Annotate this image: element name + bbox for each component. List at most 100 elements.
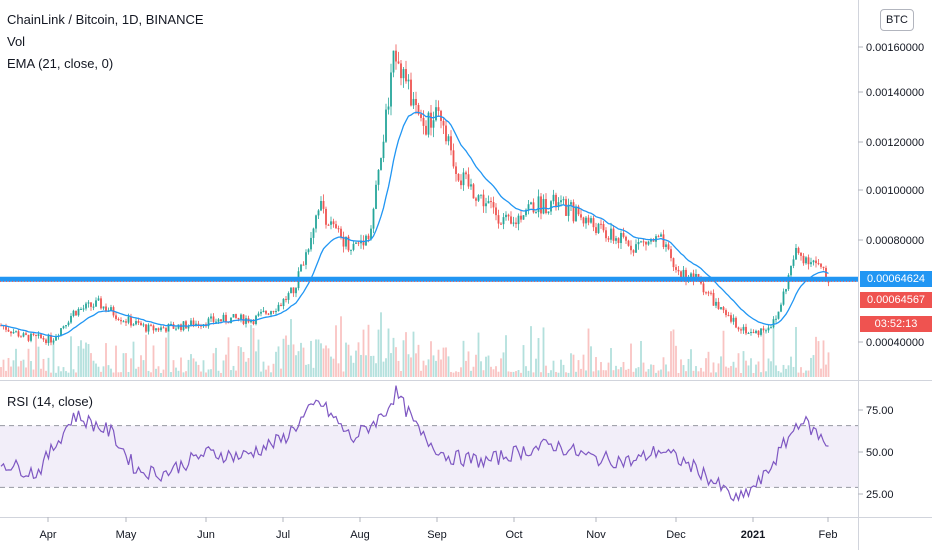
volume-bar <box>255 351 257 377</box>
volume-bar <box>140 355 142 377</box>
candle-body <box>165 328 167 332</box>
volume-bar <box>515 371 517 377</box>
volume-bar <box>15 348 17 377</box>
volume-bar <box>680 359 682 377</box>
legend-rsi[interactable]: RSI (14, close) <box>7 394 93 409</box>
volume-bar <box>252 328 255 377</box>
volume-bar <box>270 372 272 377</box>
candle-body <box>400 63 402 79</box>
volume-bar <box>365 355 367 377</box>
rsi-axis[interactable]: 75.00 50.00 25.00 <box>858 405 894 501</box>
volume-bar <box>542 327 545 377</box>
legend-vol[interactable]: Vol <box>7 34 26 49</box>
legend-symbol[interactable]: ChainLink / Bitcoin, 1D, BINANCE <box>7 12 204 27</box>
candle-body <box>180 324 182 331</box>
volume-bar <box>117 372 120 377</box>
candle-body <box>237 317 240 320</box>
candle-body <box>520 215 522 220</box>
price-axis[interactable]: 0.00160000 0.00140000 0.00120000 0.00100000… <box>858 42 924 349</box>
candle-body <box>527 204 530 210</box>
candle-body <box>370 228 372 239</box>
volume-bar <box>667 371 670 377</box>
legend-ema[interactable]: EMA (21, close, 0) <box>7 56 114 71</box>
volume-bar <box>137 366 140 377</box>
candle-body <box>472 184 475 199</box>
volume-bar <box>770 361 772 377</box>
volume-bar <box>320 343 322 377</box>
volume-bar <box>675 345 677 377</box>
volume-bar <box>822 340 825 377</box>
volume-bar <box>282 338 285 377</box>
volume-bar <box>495 366 497 377</box>
price-pane[interactable] <box>0 0 858 380</box>
rsi-pane[interactable] <box>0 381 858 517</box>
volume-bar <box>760 372 762 377</box>
volume-bar <box>740 372 742 377</box>
volume-bar <box>160 372 162 377</box>
currency-badge[interactable]: BTC <box>880 9 914 31</box>
candle-body <box>487 201 490 204</box>
candle-body <box>340 228 342 237</box>
candle-body <box>310 237 312 250</box>
volume-bar <box>405 332 407 377</box>
volume-bar <box>522 345 525 377</box>
volume-bar <box>125 353 127 377</box>
time-tick-label: Jul <box>276 529 290 541</box>
price-tick-label: 0.00160000 <box>866 42 924 54</box>
time-tick-label: Aug <box>350 529 370 541</box>
volume-bar <box>465 360 467 377</box>
volume-bar <box>395 347 397 377</box>
candle-body <box>512 222 515 224</box>
price-tick-label: 0.00080000 <box>866 235 924 247</box>
candle-body <box>407 79 410 82</box>
candle-body <box>720 307 722 309</box>
candle-body <box>17 331 20 337</box>
candle-body <box>225 314 227 322</box>
candle-body <box>120 319 122 322</box>
candle-body <box>275 311 277 313</box>
volume-bar <box>202 360 205 377</box>
volume-bar <box>617 369 620 377</box>
candle-body <box>30 333 32 341</box>
volume-bar <box>232 365 235 377</box>
volume-bar <box>112 372 115 377</box>
volume-bar <box>825 364 827 377</box>
candle-body <box>402 69 405 79</box>
time-axis[interactable]: Apr May Jun Jul Aug Sep Oct Nov Dec 2021 Feb <box>39 517 837 541</box>
volume-bar <box>635 368 637 377</box>
candle-body <box>732 317 735 322</box>
candle-body <box>105 306 107 312</box>
candle-body <box>820 263 822 267</box>
candle-body <box>590 218 592 223</box>
volume-bar <box>325 345 327 377</box>
candle-body <box>780 304 782 312</box>
candle-body <box>425 125 427 135</box>
volume-bar <box>565 372 567 377</box>
volume-bar <box>600 362 602 377</box>
candle-body <box>575 206 577 222</box>
volume-bar <box>527 370 530 377</box>
candle-body <box>157 328 160 331</box>
volume-bar <box>647 369 650 377</box>
candle-body <box>292 287 295 294</box>
volume-bar <box>280 368 282 377</box>
volume-bar <box>612 370 615 377</box>
candle-body <box>735 317 737 328</box>
candle-body <box>360 240 362 244</box>
candle-body <box>305 252 307 265</box>
candle-body <box>170 323 172 325</box>
candle-body <box>465 172 467 175</box>
candle-body <box>480 194 482 196</box>
candle-body <box>330 221 332 225</box>
time-tick-label: Apr <box>39 529 56 541</box>
volume-bar <box>535 358 537 377</box>
candle-body <box>515 222 517 225</box>
volume-bar <box>342 371 345 377</box>
volume-bar <box>550 370 552 377</box>
volume-bar <box>487 355 490 377</box>
volume-bar <box>720 356 722 377</box>
volume-bar <box>772 326 775 377</box>
volume-bar <box>435 360 437 377</box>
volume-bar <box>317 339 320 377</box>
